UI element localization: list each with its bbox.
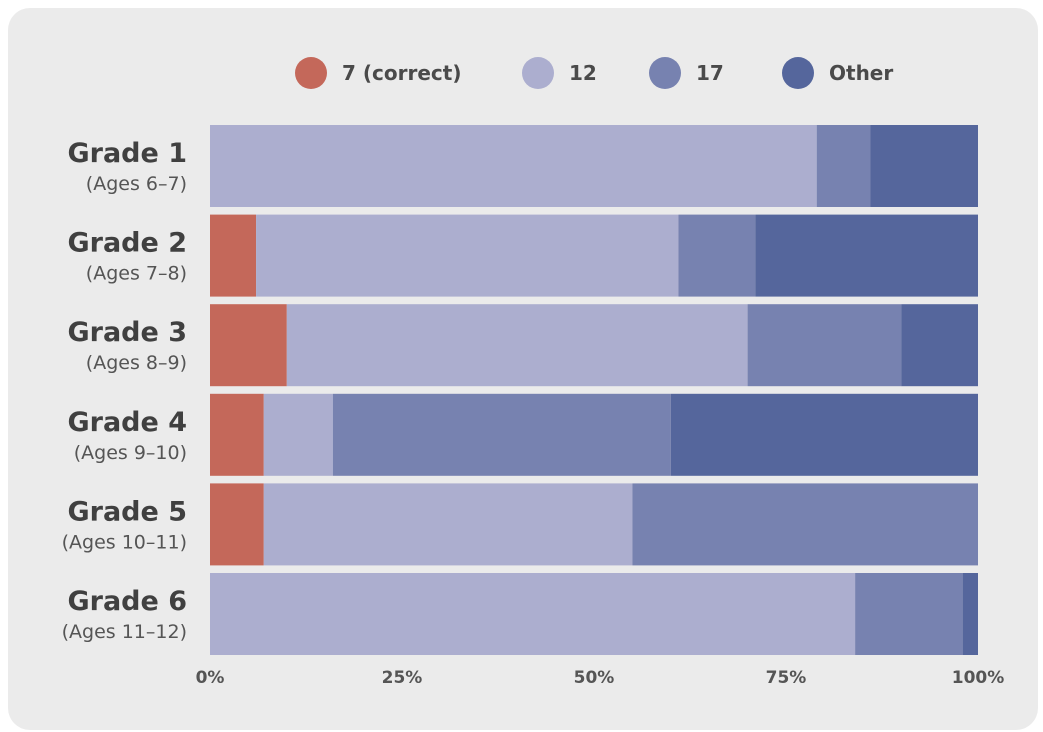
bar-segment-grade-4-12 xyxy=(263,393,333,476)
bar-segment-grade-5-7-correct xyxy=(210,483,264,566)
x-axis: 0% 25% 50% 75% 100% xyxy=(196,668,1005,688)
bar-row-grade-6 xyxy=(210,573,978,655)
legend: 7 (correct) 12 17 Other xyxy=(295,57,893,89)
category-title-5: Grade 5 xyxy=(67,496,187,527)
legend-item-7-correct: 7 (correct) xyxy=(295,57,461,89)
legend-swatch-12 xyxy=(522,57,554,89)
legend-item-other: Other xyxy=(782,57,893,89)
x-tick-label-3: 75% xyxy=(766,668,807,688)
legend-swatch-7-correct xyxy=(295,57,327,89)
category-title-3: Grade 3 xyxy=(67,317,187,348)
legend-item-12: 12 xyxy=(522,57,597,89)
category-subtitle-6: (Ages 11–12) xyxy=(62,621,187,643)
x-tick-label-4: 100% xyxy=(952,668,1005,688)
category-subtitle-3: (Ages 8–9) xyxy=(86,352,187,374)
bar-segment-grade-6-12 xyxy=(210,573,856,655)
bar-segment-grade-3-other xyxy=(901,304,978,387)
bar-segment-grade-4-7-correct xyxy=(210,393,264,476)
bar-segment-grade-3-12 xyxy=(286,304,748,387)
x-tick-label-1: 25% xyxy=(382,668,423,688)
legend-label-17: 17 xyxy=(696,61,724,85)
bar-row-grade-3 xyxy=(210,304,978,387)
bar-segment-grade-2-12 xyxy=(256,214,679,297)
bar-segment-grade-1-12 xyxy=(210,125,817,207)
legend-label-7-correct: 7 (correct) xyxy=(342,61,461,85)
bars xyxy=(210,125,978,655)
category-subtitle-2: (Ages 7–8) xyxy=(86,263,187,285)
category-subtitle-4: (Ages 9–10) xyxy=(74,442,187,464)
category-title-4: Grade 4 xyxy=(67,407,187,438)
legend-label-other: Other xyxy=(829,61,893,85)
legend-item-17: 17 xyxy=(649,57,724,89)
bar-row-grade-1 xyxy=(210,125,978,207)
category-subtitle-1: (Ages 6–7) xyxy=(86,173,187,195)
bar-segment-grade-2-17 xyxy=(678,214,756,297)
bar-segment-grade-1-17 xyxy=(816,125,871,207)
legend-label-12: 12 xyxy=(569,61,597,85)
bar-segment-grade-6-17 xyxy=(855,573,963,655)
bar-segment-grade-5-12 xyxy=(263,483,633,566)
category-title-2: Grade 2 xyxy=(67,228,187,259)
bar-segment-grade-2-7-correct xyxy=(210,214,257,297)
bar-segment-grade-3-7-correct xyxy=(210,304,287,387)
x-tick-label-0: 0% xyxy=(196,668,225,688)
category-labels: Grade 1 (Ages 6–7) Grade 2 (Ages 7–8) Grade … xyxy=(62,138,187,643)
legend-swatch-other xyxy=(782,57,814,89)
bar-segment-grade-4-17 xyxy=(332,393,671,476)
bar-segment-grade-6-other xyxy=(962,573,978,655)
bar-segment-grade-4-other xyxy=(670,393,978,476)
bar-row-grade-2 xyxy=(210,214,978,297)
bar-row-grade-5 xyxy=(210,483,978,566)
bar-segment-grade-2-other xyxy=(755,214,978,297)
stacked-bar-chart: 7 (correct) 12 17 Other Grade 1(Ages 6–7)Gr… xyxy=(62,57,1005,688)
bar-row-grade-4 xyxy=(210,393,978,476)
bar-segment-grade-3-17 xyxy=(747,304,902,387)
category-title-1: Grade 1 xyxy=(67,138,187,169)
bar-segment-grade-5-17 xyxy=(632,483,978,566)
category-subtitle-5: (Ages 10–11) xyxy=(62,531,187,553)
bar-segment-grade-1-other xyxy=(870,125,978,207)
x-tick-label-2: 50% xyxy=(574,668,615,688)
legend-swatch-17 xyxy=(649,57,681,89)
category-title-6: Grade 6 xyxy=(67,586,187,617)
chart-card: 7 (correct) 12 17 Other Grade 1 (Ages 6–7) Gr… xyxy=(8,8,1038,730)
